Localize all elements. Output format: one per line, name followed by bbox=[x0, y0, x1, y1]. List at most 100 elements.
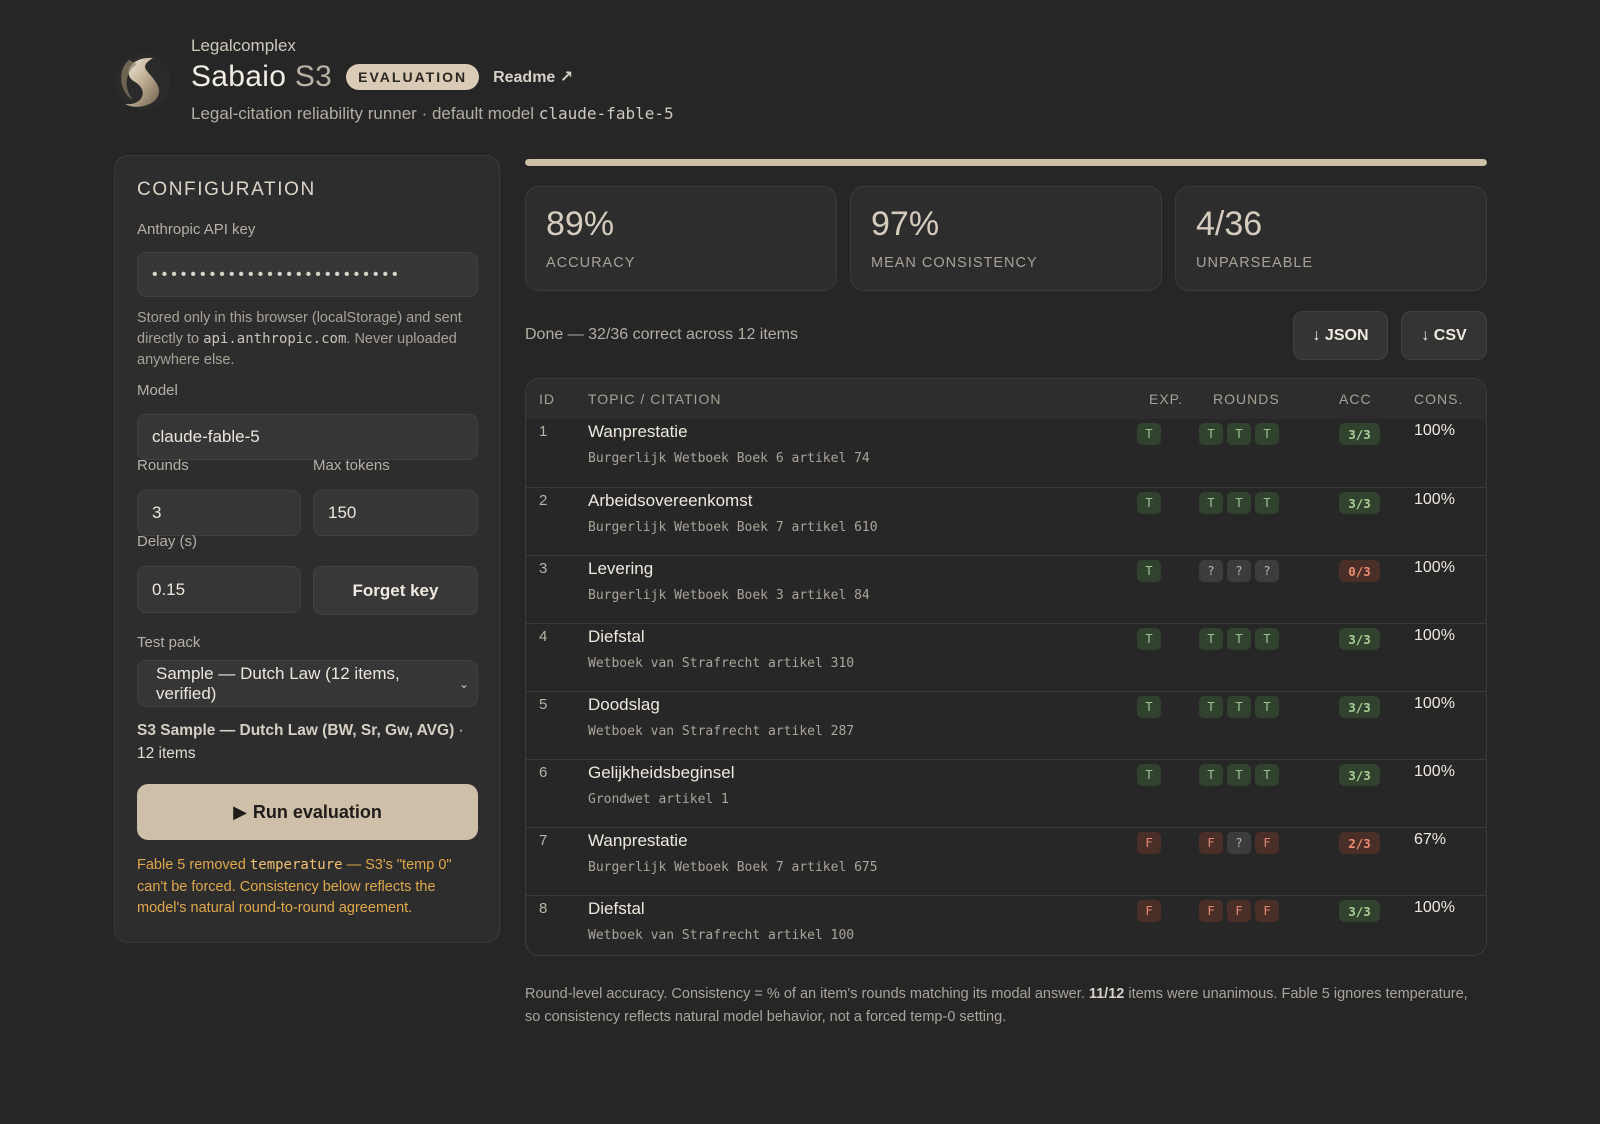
round-answer-chip: T bbox=[1199, 423, 1223, 445]
warning-text: Fable 5 removed bbox=[137, 857, 246, 873]
round-answer-chip: ? bbox=[1255, 560, 1279, 582]
row-topic: Levering bbox=[588, 559, 654, 578]
row-id: 8 bbox=[539, 900, 548, 917]
row-id: 2 bbox=[539, 492, 548, 509]
row-citation: Grondwet artikel 1 bbox=[588, 792, 729, 807]
row-id: 7 bbox=[539, 832, 548, 849]
download-csv-button[interactable]: ↓ CSV bbox=[1401, 311, 1487, 360]
footnote-text: Round-level accuracy. Consistency = % of… bbox=[525, 986, 1089, 1002]
accuracy-chip: 3/3 bbox=[1339, 423, 1380, 445]
table-row[interactable]: 1 Wanprestatie Burgerlijk Wetboek Boek 6 a… bbox=[526, 419, 1486, 487]
expected-answer-chip: T bbox=[1137, 764, 1161, 786]
run-evaluation-button[interactable]: ▶ Run evaluation bbox=[137, 784, 478, 840]
row-citation: Wetboek van Strafrecht artikel 100 bbox=[588, 928, 855, 943]
org-name: Legalcomplex bbox=[191, 36, 296, 55]
max-tokens-label: Max tokens bbox=[313, 457, 390, 474]
chevron-down-icon: ⌄ bbox=[458, 676, 469, 691]
model-input[interactable]: claude-fable-5 bbox=[137, 414, 478, 460]
unparseable-stat-card: 4/36 UNPARSEABLE bbox=[1175, 186, 1487, 291]
test-pack-count: · 12 items bbox=[137, 722, 464, 762]
footnote: Round-level accuracy. Consistency = % of… bbox=[525, 983, 1487, 1028]
download-json-button[interactable]: ↓ JSON bbox=[1293, 311, 1388, 360]
consistency-value: 100% bbox=[1414, 695, 1455, 712]
api-key-input[interactable]: •••••••••••••••••••••••••• bbox=[137, 252, 478, 297]
header-exp: EXP. bbox=[1149, 391, 1184, 407]
round-answer-chip: F bbox=[1199, 832, 1223, 854]
table-row[interactable]: 8 Diefstal Wetboek van Strafrecht artikel … bbox=[526, 895, 1486, 955]
forget-key-button[interactable]: Forget key bbox=[313, 566, 478, 615]
configuration-panel: CONFIGURATION Anthropic API key ••••••••… bbox=[114, 155, 500, 943]
accuracy-chip: 3/3 bbox=[1339, 492, 1380, 514]
storage-note-text: Stored only in this browser (localStorag… bbox=[137, 310, 462, 347]
round-answer-chip: ? bbox=[1199, 560, 1223, 582]
round-answer-chip: T bbox=[1227, 696, 1251, 718]
readme-link[interactable]: Readme ↗ bbox=[493, 69, 574, 86]
unparseable-value: 4/36 bbox=[1196, 205, 1263, 243]
row-topic: Diefstal bbox=[588, 627, 645, 646]
table-row[interactable]: 4 Diefstal Wetboek van Strafrecht artikel … bbox=[526, 623, 1486, 691]
consistency-value: 100% bbox=[1414, 491, 1455, 508]
app-title: Sabaio S3 bbox=[191, 60, 332, 94]
row-topic: Wanprestatie bbox=[588, 831, 688, 850]
max-tokens-input[interactable]: 150 bbox=[313, 490, 478, 536]
rounds-label: Rounds bbox=[137, 457, 189, 474]
consistency-value: 97% bbox=[871, 205, 940, 243]
round-answer-chip: T bbox=[1199, 696, 1223, 718]
accuracy-chip: 0/3 bbox=[1339, 560, 1380, 582]
table-row[interactable]: 7 Wanprestatie Burgerlijk Wetboek Boek 7 a… bbox=[526, 827, 1486, 895]
round-answer-chip: T bbox=[1255, 696, 1279, 718]
table-row[interactable]: 3 Levering Burgerlijk Wetboek Boek 3 artik… bbox=[526, 555, 1486, 623]
product-version: S3 bbox=[294, 60, 333, 93]
delay-label: Delay (s) bbox=[137, 533, 198, 550]
storage-note-endpoint: api.anthropic.com bbox=[203, 331, 347, 347]
round-answer-chip: T bbox=[1255, 423, 1279, 445]
table-header: ID TOPIC / CITATION EXP. ROUNDS ACC CONS… bbox=[526, 379, 1486, 419]
accuracy-stat-card: 89% ACCURACY bbox=[525, 186, 837, 291]
accuracy-chip: 2/3 bbox=[1339, 832, 1380, 854]
results-table: ID TOPIC / CITATION EXP. ROUNDS ACC CONS… bbox=[525, 378, 1487, 956]
row-citation: Burgerlijk Wetboek Boek 3 artikel 84 bbox=[588, 588, 870, 603]
row-citation: Burgerlijk Wetboek Boek 7 artikel 610 bbox=[588, 520, 878, 535]
table-row[interactable]: 2 Arbeidsovereenkomst Burgerlijk Wetboek B… bbox=[526, 487, 1486, 555]
round-answer-chip: T bbox=[1227, 764, 1251, 786]
app-subtitle: Legal-citation reliability runner · defa… bbox=[191, 104, 674, 124]
expected-answer-chip: F bbox=[1137, 832, 1161, 854]
row-topic: Gelijkheidsbeginsel bbox=[588, 763, 735, 782]
default-model-name: claude-fable-5 bbox=[538, 104, 674, 123]
round-answer-chip: T bbox=[1255, 492, 1279, 514]
temperature-warning: Fable 5 removed temperature — S3's "temp… bbox=[137, 855, 482, 920]
round-answer-chip: F bbox=[1255, 900, 1279, 922]
play-icon: ▶ bbox=[233, 801, 247, 822]
rounds-input[interactable]: 3 bbox=[137, 490, 301, 536]
consistency-value: 100% bbox=[1414, 559, 1455, 576]
delay-input[interactable]: 0.15 bbox=[137, 566, 301, 613]
expected-answer-chip: F bbox=[1137, 900, 1161, 922]
footnote-text-end: items were unanimous. Fable 5 ignores te… bbox=[525, 986, 1468, 1025]
row-topic: Arbeidsovereenkomst bbox=[588, 491, 753, 510]
round-answer-chip: F bbox=[1199, 900, 1223, 922]
expected-answer-chip: T bbox=[1137, 628, 1161, 650]
accuracy-chip: 3/3 bbox=[1339, 628, 1380, 650]
row-topic: Diefstal bbox=[588, 899, 645, 918]
expected-answer-chip: T bbox=[1137, 696, 1161, 718]
round-answer-chip: F bbox=[1227, 900, 1251, 922]
model-label: Model bbox=[137, 382, 178, 399]
test-pack-select[interactable]: Sample — Dutch Law (12 items, verified) … bbox=[137, 660, 478, 707]
unanimous-count: 11/12 bbox=[1088, 986, 1125, 1002]
header-rounds: ROUNDS bbox=[1213, 391, 1280, 407]
row-citation: Wetboek van Strafrecht artikel 287 bbox=[588, 724, 855, 739]
round-answer-chip: T bbox=[1255, 764, 1279, 786]
row-id: 4 bbox=[539, 628, 548, 645]
table-row[interactable]: 5 Doodslag Wetboek van Strafrecht artikel … bbox=[526, 691, 1486, 759]
row-citation: Wetboek van Strafrecht artikel 310 bbox=[588, 656, 855, 671]
row-id: 6 bbox=[539, 764, 548, 781]
header-topic: TOPIC / CITATION bbox=[588, 391, 722, 407]
storage-note-text-end: . Never uploaded anywhere else. bbox=[137, 331, 457, 368]
app-header: Legalcomplex Sabaio S3 EVALUATION Readme… bbox=[113, 32, 813, 132]
expected-answer-chip: T bbox=[1137, 492, 1161, 514]
round-answer-chip: T bbox=[1199, 628, 1223, 650]
consistency-value: 100% bbox=[1414, 763, 1455, 780]
unparseable-label: UNPARSEABLE bbox=[1196, 255, 1314, 271]
header-id: ID bbox=[539, 391, 555, 407]
